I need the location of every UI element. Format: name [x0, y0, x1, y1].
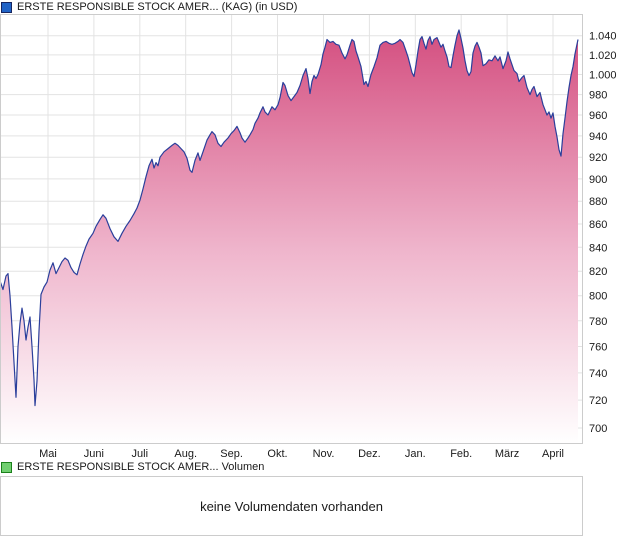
- no-volume-message: keine Volumendaten vorhanden: [200, 498, 383, 514]
- x-axis-month-label: Mai: [39, 448, 57, 460]
- x-axis-month-label: April: [542, 448, 564, 460]
- volume-panel: keine Volumendaten vorhanden: [0, 476, 583, 536]
- y-axis-tick-label: 840: [589, 242, 607, 254]
- x-axis-month-label: Dez.: [358, 448, 381, 460]
- y-axis-tick-label: 900: [589, 174, 607, 186]
- y-axis-tick-label: 980: [589, 90, 607, 102]
- price-area: [0, 30, 578, 443]
- price-legend-label: ERSTE RESPONSIBLE STOCK AMER... (KAG) (i…: [17, 1, 298, 13]
- x-axis-month-label: Juni: [84, 448, 104, 460]
- price-series-swatch-icon: [1, 1, 12, 13]
- volume-series-swatch-icon: [1, 461, 12, 473]
- price-line: [0, 29, 579, 407]
- volume-legend: ERSTE RESPONSIBLE STOCK AMER... Volumen: [1, 461, 264, 473]
- x-axis-month-label: März: [495, 448, 519, 460]
- volume-legend-label: ERSTE RESPONSIBLE STOCK AMER... Volumen: [17, 461, 265, 473]
- x-axis-month-label: Juli: [132, 448, 149, 460]
- y-axis-tick-label: 940: [589, 131, 607, 143]
- y-axis-tick-label: 760: [589, 342, 607, 354]
- y-axis-tick-label: 880: [589, 196, 607, 208]
- y-axis-tick-label: 720: [589, 395, 607, 407]
- y-axis-tick-label: 1.000: [589, 70, 617, 82]
- x-axis-month-label: Nov.: [313, 448, 335, 460]
- y-axis-tick-label: 820: [589, 266, 607, 278]
- y-axis-tick-label: 780: [589, 316, 607, 328]
- x-axis-month-label: Sep.: [220, 448, 243, 460]
- price-chart[interactable]: 1.040 1.020 1.000 980 960 940 920 900 880 860 840 8…: [0, 14, 620, 462]
- x-axis-month-label: Aug.: [174, 448, 197, 460]
- plot-border: [0, 14, 583, 444]
- price-legend: ERSTE RESPONSIBLE STOCK AMER... (KAG) (i…: [1, 1, 297, 13]
- y-axis-tick-label: 700: [589, 423, 607, 435]
- x-axis-month-label: Okt.: [267, 448, 287, 460]
- y-axis-tick-label: 740: [589, 368, 607, 380]
- y-axis-tick-label: 1.020: [589, 50, 617, 62]
- x-axis-month-label: Jan.: [405, 448, 426, 460]
- y-axis-tick-label: 800: [589, 291, 607, 303]
- y-axis-tick-label: 960: [589, 110, 607, 122]
- y-axis-tick-label: 920: [589, 152, 607, 164]
- y-axis-tick-label: 1.040: [589, 31, 617, 43]
- y-axis-tick-label: 860: [589, 219, 607, 231]
- x-axis-month-label: Feb.: [450, 448, 472, 460]
